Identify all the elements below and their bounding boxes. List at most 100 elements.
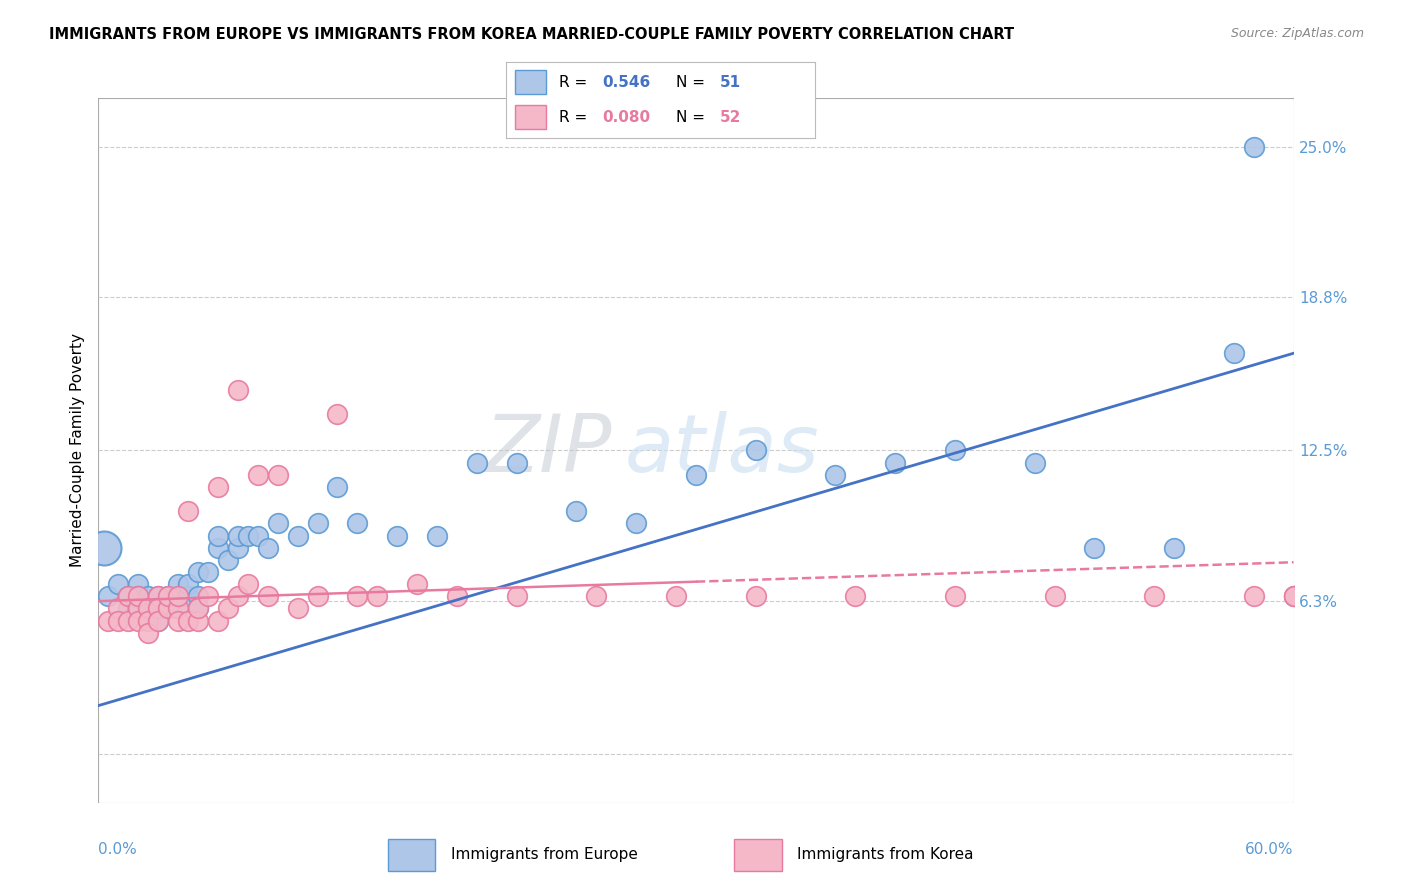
Point	[127, 614, 149, 628]
Point	[307, 589, 329, 603]
Point	[117, 589, 139, 603]
Point	[117, 614, 139, 628]
Text: 0.546: 0.546	[602, 75, 651, 90]
Point	[136, 625, 159, 640]
Point	[107, 614, 129, 628]
Point	[157, 589, 180, 603]
Point	[217, 553, 239, 567]
Point	[236, 528, 259, 542]
Text: atlas: atlas	[624, 411, 820, 490]
Point	[1243, 139, 1265, 153]
Point	[107, 577, 129, 591]
Point	[626, 516, 648, 531]
Point	[187, 614, 209, 628]
Point	[1024, 456, 1046, 470]
Point	[187, 565, 209, 579]
Point	[287, 601, 309, 615]
Point	[136, 601, 159, 615]
Point	[136, 614, 159, 628]
Point	[207, 541, 229, 555]
Text: N =: N =	[676, 75, 710, 90]
Point	[127, 577, 149, 591]
Point	[148, 614, 170, 628]
Point	[745, 443, 768, 458]
Point	[167, 614, 190, 628]
Point	[127, 589, 149, 603]
Point	[197, 565, 219, 579]
Point	[1043, 589, 1066, 603]
Point	[745, 589, 768, 603]
Point	[1083, 541, 1105, 555]
Point	[307, 516, 329, 531]
Point	[366, 589, 388, 603]
Point	[465, 456, 488, 470]
Text: 60.0%: 60.0%	[1246, 842, 1294, 856]
Text: 0.080: 0.080	[602, 110, 650, 125]
Point	[187, 601, 209, 615]
Point	[207, 614, 229, 628]
Point	[117, 589, 139, 603]
Point	[665, 589, 688, 603]
Point	[167, 589, 190, 603]
Point	[107, 601, 129, 615]
Point	[346, 589, 368, 603]
FancyBboxPatch shape	[516, 70, 547, 95]
Point	[187, 601, 209, 615]
Point	[585, 589, 607, 603]
Point	[187, 589, 209, 603]
Point	[326, 480, 349, 494]
Point	[157, 601, 180, 615]
Point	[167, 589, 190, 603]
Point	[93, 541, 115, 555]
Text: Source: ZipAtlas.com: Source: ZipAtlas.com	[1230, 27, 1364, 40]
Point	[177, 589, 200, 603]
Point	[326, 407, 349, 421]
Point	[167, 601, 190, 615]
Point	[127, 601, 149, 615]
Point	[1223, 346, 1246, 360]
Y-axis label: Married-Couple Family Poverty: Married-Couple Family Poverty	[70, 334, 86, 567]
Text: 51: 51	[720, 75, 741, 90]
Point	[207, 528, 229, 542]
Point	[1282, 589, 1305, 603]
Point	[127, 589, 149, 603]
Point	[1243, 589, 1265, 603]
Text: 0.0%: 0.0%	[98, 842, 138, 856]
Point	[446, 589, 468, 603]
Point	[1282, 589, 1305, 603]
Point	[943, 589, 966, 603]
Point	[148, 614, 170, 628]
Text: Immigrants from Europe: Immigrants from Europe	[451, 847, 638, 862]
Point	[226, 541, 249, 555]
Point	[506, 589, 529, 603]
Point	[117, 601, 139, 615]
Point	[256, 589, 278, 603]
Point	[246, 467, 269, 482]
Point	[346, 516, 368, 531]
Point	[1163, 541, 1185, 555]
Point	[177, 577, 200, 591]
Point	[824, 467, 846, 482]
Point	[267, 516, 290, 531]
Point	[148, 589, 170, 603]
Point	[1143, 589, 1166, 603]
Point	[426, 528, 449, 542]
Point	[97, 589, 120, 603]
Text: R =: R =	[558, 110, 592, 125]
Point	[167, 577, 190, 591]
Point	[197, 589, 219, 603]
Point	[136, 601, 159, 615]
Point	[157, 589, 180, 603]
Point	[226, 528, 249, 542]
Text: 52: 52	[720, 110, 741, 125]
Text: R =: R =	[558, 75, 592, 90]
Text: ZIP: ZIP	[485, 411, 613, 490]
Point	[177, 504, 200, 518]
Point	[943, 443, 966, 458]
Point	[287, 528, 309, 542]
Point	[385, 528, 409, 542]
Point	[236, 577, 259, 591]
Point	[148, 601, 170, 615]
Point	[267, 467, 290, 482]
Point	[157, 601, 180, 615]
